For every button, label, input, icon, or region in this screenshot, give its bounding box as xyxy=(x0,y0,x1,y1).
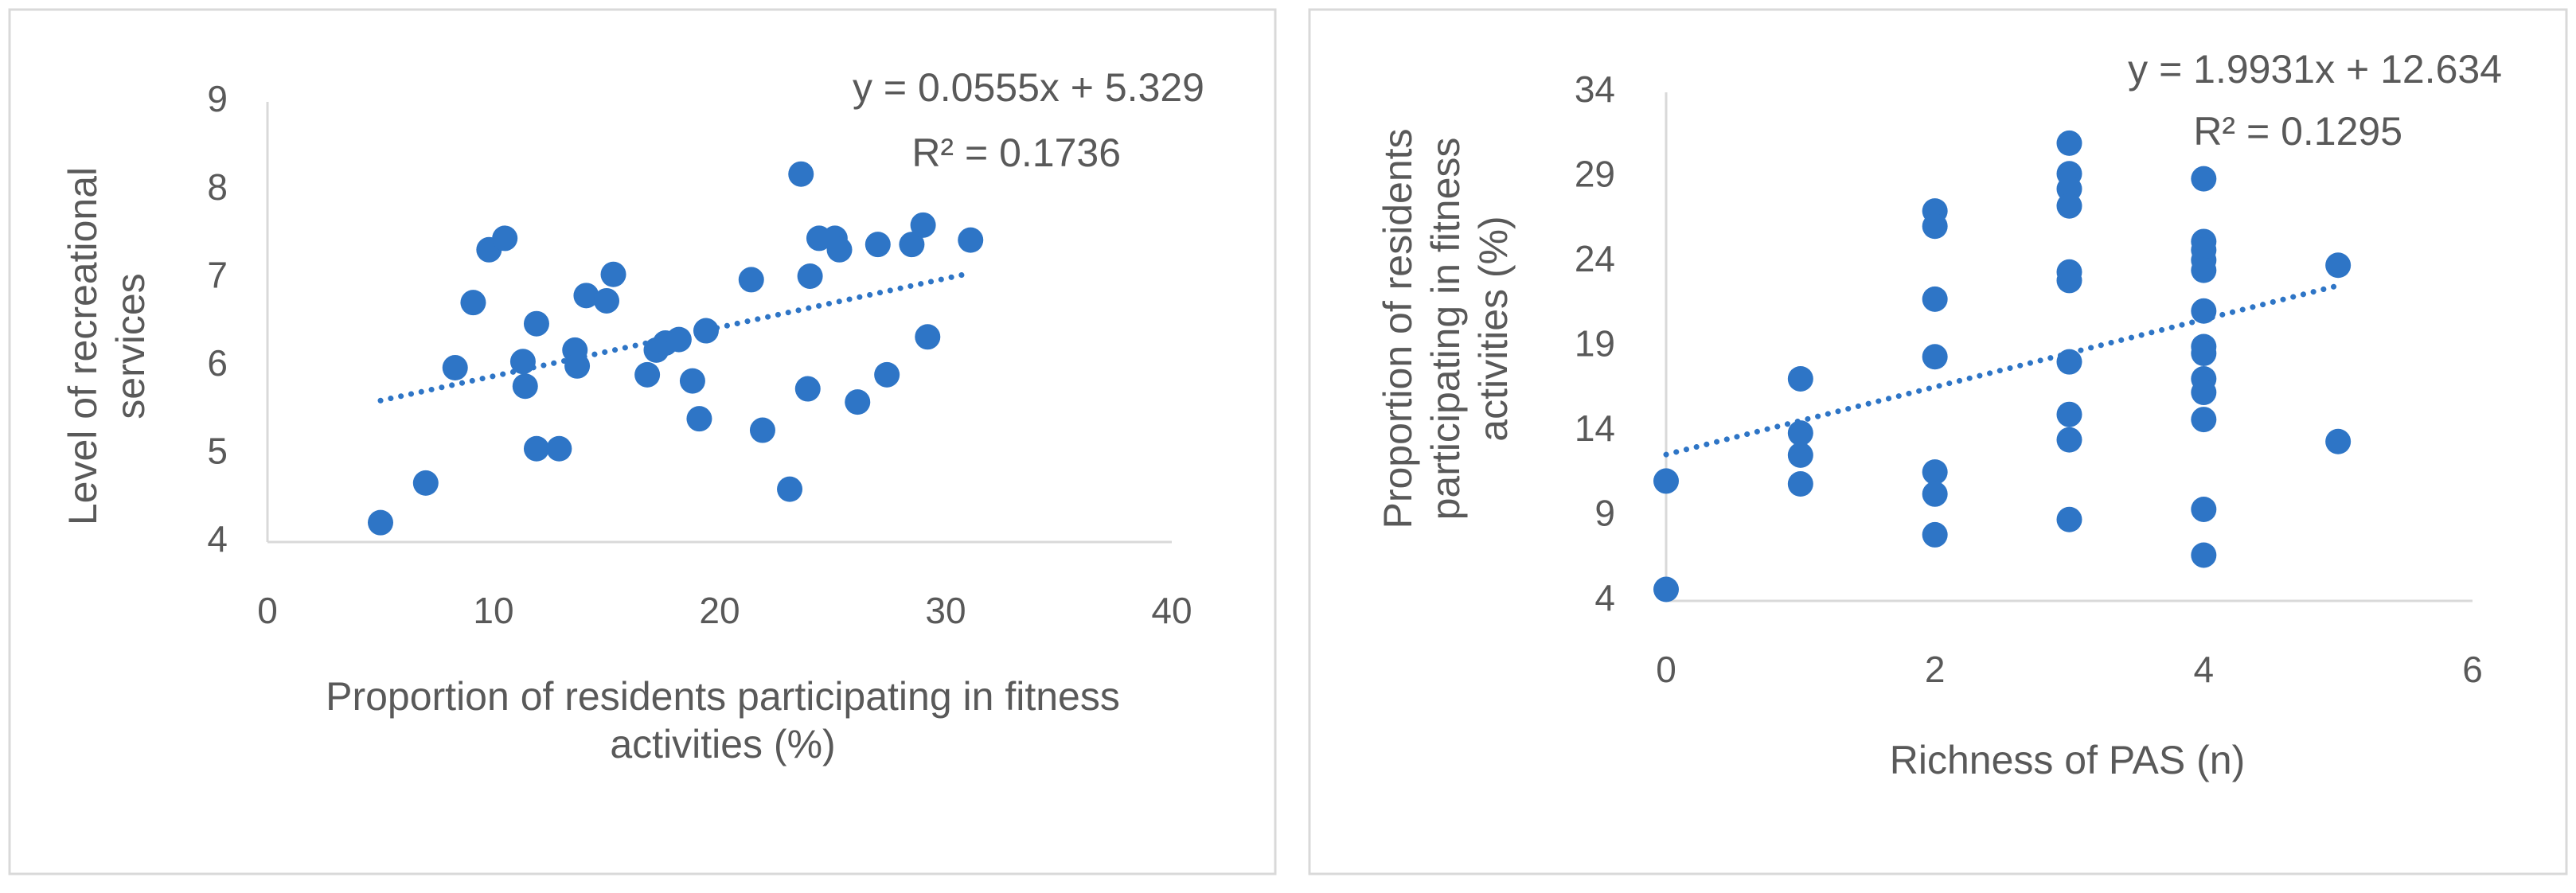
point xyxy=(442,355,468,381)
x-tick-label: 10 xyxy=(473,590,513,631)
point xyxy=(788,161,814,187)
y-tick-label: 6 xyxy=(207,342,228,384)
point xyxy=(1922,481,1948,507)
point xyxy=(2325,428,2352,454)
x-tick-label: 30 xyxy=(925,590,966,631)
trendline xyxy=(1663,283,2341,458)
trend-r2: R² = 0.1295 xyxy=(2193,109,2402,154)
point xyxy=(874,361,900,388)
y-tick-label: 29 xyxy=(1575,154,1615,195)
y-axis-title: Proportion of residents participating in… xyxy=(1376,128,1516,529)
x-tick-label: 4 xyxy=(2194,649,2215,690)
x-tick-label: 20 xyxy=(699,590,740,631)
point xyxy=(2056,349,2082,375)
y-tick-label: 9 xyxy=(1594,493,1615,534)
point xyxy=(2056,130,2082,156)
point xyxy=(512,373,538,400)
point xyxy=(2191,542,2217,568)
point xyxy=(1787,442,1813,468)
point xyxy=(1787,420,1813,446)
point xyxy=(2056,506,2082,532)
point xyxy=(899,232,925,258)
x-tick-label: 2 xyxy=(1925,649,1946,690)
y-tick-label: 4 xyxy=(1594,577,1615,618)
chart-frame xyxy=(8,8,1277,875)
point xyxy=(910,212,936,238)
point xyxy=(2191,407,2217,433)
point xyxy=(2056,193,2082,219)
point xyxy=(2191,341,2217,367)
point xyxy=(546,435,572,462)
point xyxy=(915,324,941,350)
point xyxy=(865,232,891,258)
point xyxy=(2325,252,2352,279)
x-axis-title: Proportion of residents participating in… xyxy=(326,674,1120,766)
x-tick-label: 6 xyxy=(2462,649,2483,690)
point xyxy=(845,389,871,415)
point xyxy=(368,509,393,536)
point xyxy=(573,283,599,309)
point xyxy=(1787,471,1813,497)
y-tick-label: 7 xyxy=(207,254,228,295)
point xyxy=(794,376,821,402)
point xyxy=(2056,427,2082,453)
y-tick-label: 24 xyxy=(1575,238,1615,279)
trend-equation: y = 0.0555x + 5.329 xyxy=(853,65,1204,110)
point xyxy=(1922,459,1948,485)
point xyxy=(686,406,712,432)
point xyxy=(2191,496,2217,522)
point xyxy=(600,261,626,287)
point xyxy=(492,225,518,252)
point xyxy=(460,290,486,316)
trend-equation: y = 1.9931x + 12.634 xyxy=(2128,47,2502,92)
point xyxy=(749,417,775,443)
x-tick-label: 0 xyxy=(257,590,278,631)
point xyxy=(634,361,661,388)
point xyxy=(1787,365,1813,392)
chart-frame xyxy=(1308,8,2568,875)
x-tick-label: 40 xyxy=(1151,590,1192,631)
point xyxy=(2191,298,2217,324)
y-tick-label: 9 xyxy=(207,78,228,119)
point xyxy=(958,227,984,253)
point xyxy=(2191,257,2217,283)
point xyxy=(1653,468,1679,494)
point xyxy=(679,368,705,394)
y-axis-title: Level of recreational services xyxy=(60,166,153,526)
point xyxy=(693,318,719,344)
point xyxy=(509,349,536,375)
point xyxy=(564,353,591,379)
point xyxy=(1922,213,1948,240)
point xyxy=(1922,344,1948,370)
point xyxy=(797,263,823,289)
point xyxy=(523,310,549,337)
point xyxy=(2056,401,2082,427)
y-tick-label: 34 xyxy=(1575,68,1615,110)
point xyxy=(594,287,619,314)
y-tick-label: 14 xyxy=(1575,408,1615,449)
point xyxy=(412,470,439,496)
trend-r2: R² = 0.1736 xyxy=(911,131,1121,175)
point xyxy=(2191,166,2217,192)
point xyxy=(1922,286,1948,312)
point xyxy=(2056,267,2082,294)
point xyxy=(523,435,549,462)
x-tick-label: 0 xyxy=(1656,649,1676,690)
y-tick-label: 19 xyxy=(1575,323,1615,365)
x-axis-title: Richness of PAS (n) xyxy=(1889,738,2246,782)
point xyxy=(826,236,853,263)
y-tick-label: 5 xyxy=(207,431,228,472)
y-tick-label: 4 xyxy=(207,518,228,560)
point xyxy=(738,267,764,293)
point xyxy=(1922,521,1948,548)
point xyxy=(2191,380,2217,406)
point xyxy=(1653,576,1679,602)
y-tick-label: 8 xyxy=(207,166,228,208)
point xyxy=(665,326,692,353)
point xyxy=(777,476,803,502)
